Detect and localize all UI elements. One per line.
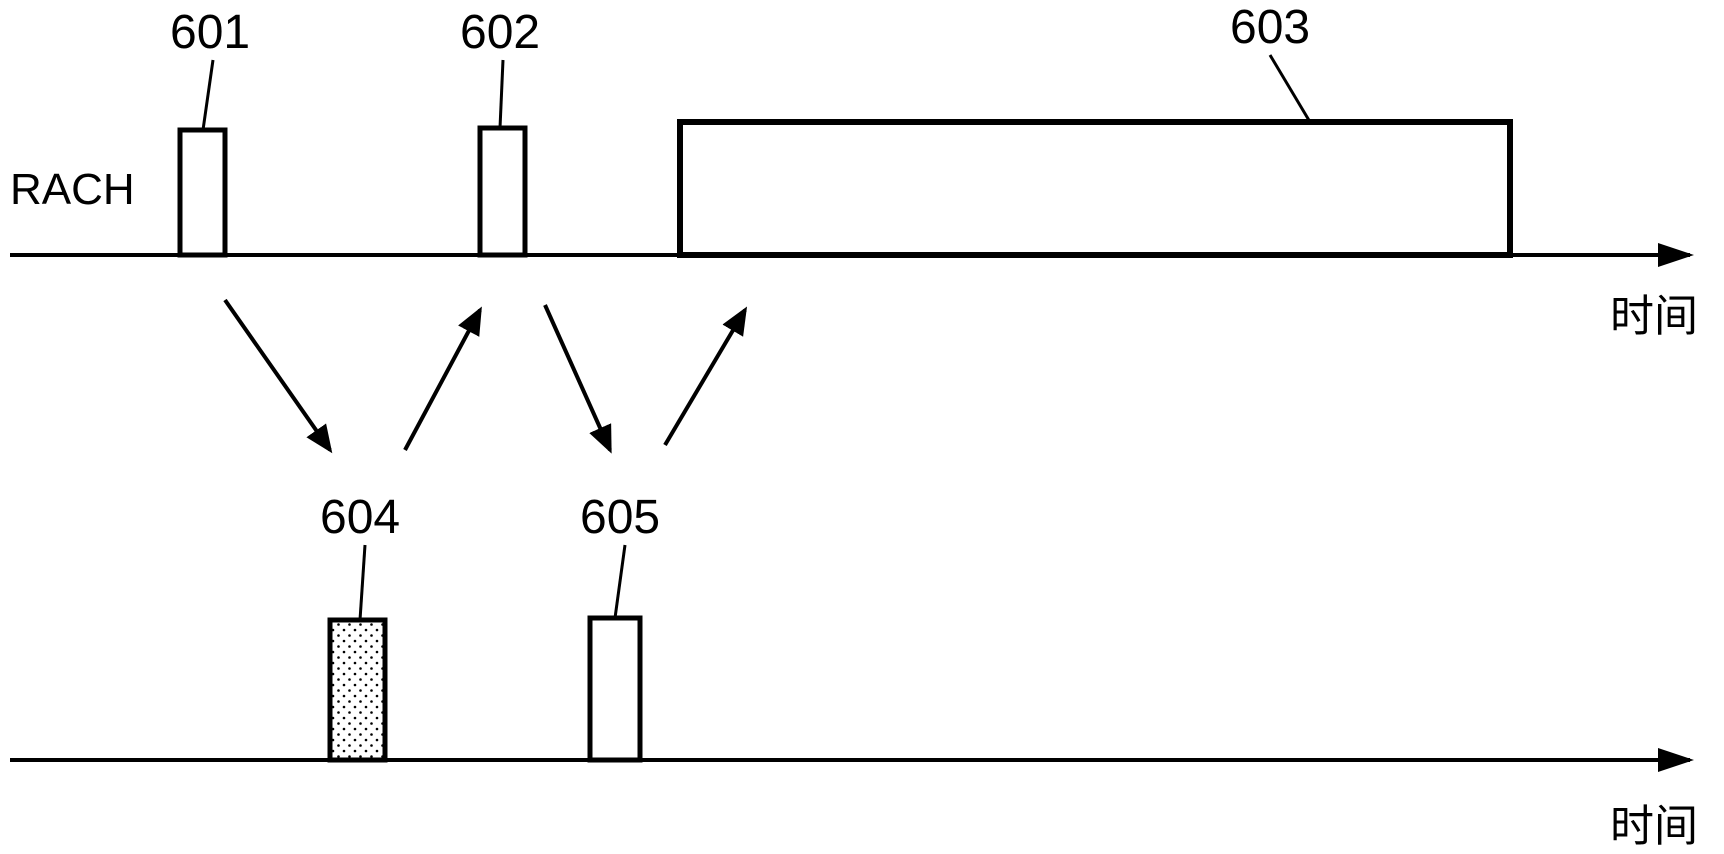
leader-602 — [500, 60, 503, 128]
arrow-605-to-603 — [665, 310, 745, 445]
box-603 — [680, 122, 1510, 255]
diagram-container: RACH 601 602 603 604 605 时间 时间 — [0, 0, 1724, 852]
box-601 — [180, 130, 225, 255]
leader-601 — [203, 60, 213, 130]
arrow-602-to-605 — [545, 305, 610, 450]
leader-604 — [360, 545, 365, 620]
arrow-601-to-604 — [225, 300, 330, 450]
leader-605 — [615, 545, 625, 618]
leader-603 — [1270, 55, 1310, 122]
box-602 — [480, 128, 525, 255]
arrow-604-to-602 — [405, 310, 480, 450]
box-605 — [590, 618, 640, 760]
box-604 — [330, 620, 385, 760]
diagram-svg — [0, 0, 1724, 852]
